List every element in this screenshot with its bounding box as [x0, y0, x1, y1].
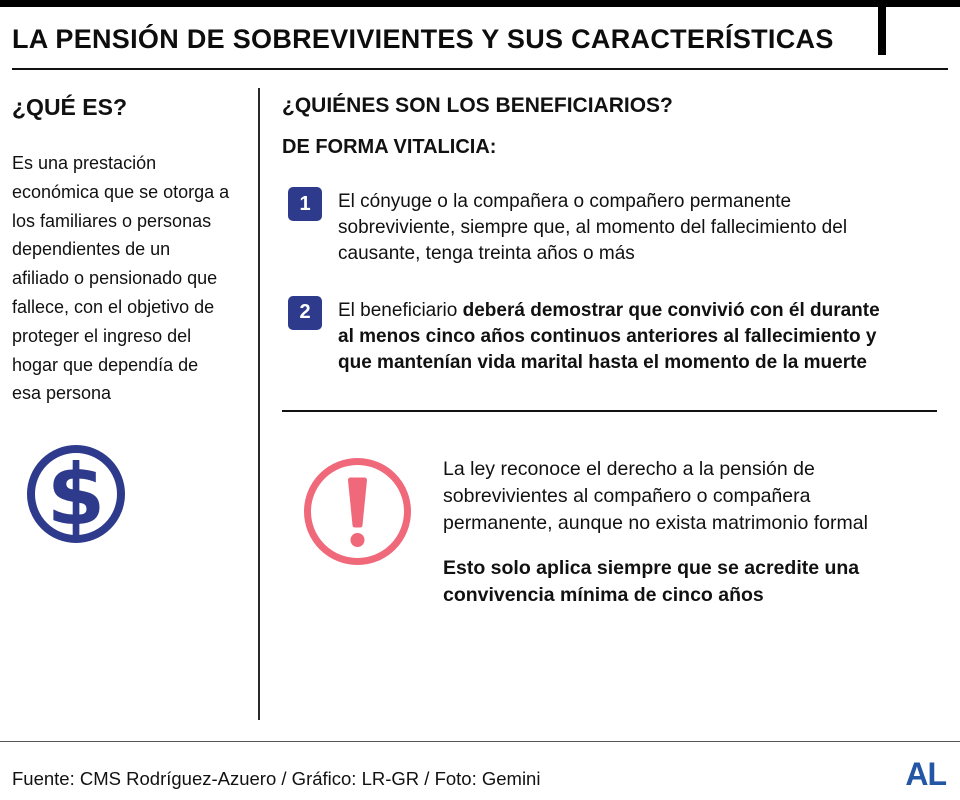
item-text: El cónyuge o la compañera o compañero pe… [338, 191, 848, 265]
source-credit: Fuente: CMS Rodríguez-Azuero / Gráfico: … [12, 768, 541, 789]
footer-rule [0, 741, 960, 742]
header-rule [12, 68, 948, 70]
top-rule [0, 0, 960, 7]
what-is-body: Es una prestación económica que se otorg… [12, 153, 230, 404]
note-bold-paragraph: Esto solo aplica siempre que se acredite… [443, 557, 860, 606]
exclamation-icon [304, 458, 411, 566]
dollar-icon: $ [27, 445, 125, 544]
svg-text:$: $ [47, 446, 105, 544]
list-item: 1 El cónyuge o la compañera o compañero … [288, 187, 948, 268]
item-number-badge: 1 [288, 187, 322, 221]
dollar-icon-wrap: $ [24, 442, 250, 551]
what-is-section: ¿QUÉ ES? Es una prestación económica que… [12, 82, 250, 734]
item-text: El beneficiario deberá demostrar que con… [338, 298, 883, 377]
column-divider [258, 88, 260, 720]
list-item: 2 El beneficiario deberá demostrar que c… [288, 295, 948, 377]
item-text-strong: deberá demostrar que convivió con él dur… [338, 299, 880, 374]
brand-logo: AL [905, 756, 947, 792]
content: ¿QUÉ ES? Es una prestación económica que… [12, 82, 948, 734]
beneficiaries-section: ¿QUIÉNES SON LOS BENEFICIARIOS? DE FORMA… [274, 82, 948, 734]
what-is-heading: ¿QUÉ ES? [12, 94, 128, 120]
note-block: La ley reconoce el derecho a la pensión … [300, 454, 948, 609]
note-paragraph: La ley reconoce el derecho a la pensión … [443, 458, 868, 535]
footer: Fuente: CMS Rodríguez-Azuero / Gráfico: … [12, 756, 947, 792]
section-divider [282, 410, 937, 413]
header-accent-bar [878, 0, 886, 55]
beneficiaries-heading: ¿QUIÉNES SON LOS BENEFICIARIOS? [282, 94, 673, 117]
note-text: La ley reconoce el derecho a la pensión … [443, 454, 893, 609]
item-text-lead: El beneficiario [338, 299, 463, 321]
header: LA PENSIÓN DE SOBREVIVIENTES Y SUS CARAC… [12, 0, 948, 55]
page-title: LA PENSIÓN DE SOBREVIVIENTES Y SUS CARAC… [12, 24, 834, 54]
vitalicia-subheading: DE FORMA VITALICIA: [282, 136, 497, 158]
item-number-badge: 2 [288, 295, 322, 330]
